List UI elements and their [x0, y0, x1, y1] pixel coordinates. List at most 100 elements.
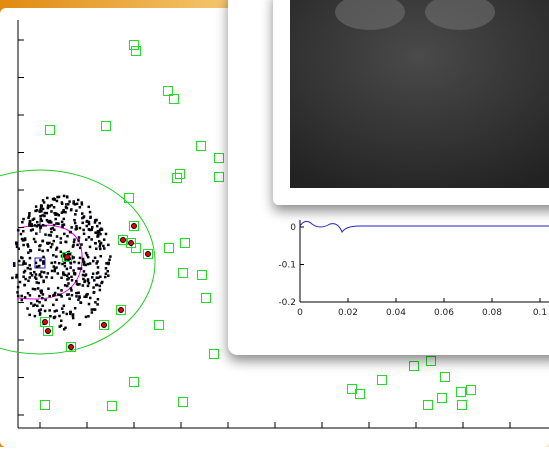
point	[63, 218, 65, 220]
point	[49, 295, 51, 297]
point	[64, 265, 66, 267]
point	[27, 308, 29, 310]
point	[96, 225, 98, 227]
point	[78, 262, 80, 264]
point	[23, 244, 25, 246]
point	[34, 225, 36, 227]
point	[32, 288, 34, 290]
point	[30, 303, 32, 305]
point	[71, 279, 73, 281]
point	[78, 240, 80, 242]
x-tick-label: 0.02	[338, 308, 358, 318]
point	[82, 213, 84, 215]
point	[96, 277, 98, 279]
point	[105, 233, 107, 235]
point	[29, 213, 31, 215]
point	[42, 297, 44, 299]
point	[69, 201, 71, 203]
point	[18, 229, 20, 231]
point	[81, 202, 83, 204]
point	[13, 263, 15, 265]
point	[53, 317, 55, 319]
point	[50, 315, 52, 317]
point	[99, 229, 101, 231]
point	[60, 320, 62, 322]
point	[38, 282, 40, 284]
point	[30, 268, 32, 270]
point	[94, 280, 96, 282]
point	[34, 288, 36, 290]
point	[97, 272, 99, 274]
point	[73, 241, 75, 243]
point	[56, 256, 58, 258]
point	[40, 207, 42, 209]
point	[70, 263, 72, 265]
point	[101, 229, 103, 231]
point	[46, 276, 48, 278]
point	[93, 291, 95, 293]
point	[78, 268, 80, 270]
point	[60, 238, 62, 240]
point	[96, 263, 98, 265]
point	[86, 220, 88, 222]
point	[84, 296, 86, 298]
point	[63, 274, 65, 276]
point	[29, 257, 31, 259]
point	[56, 299, 58, 301]
point	[85, 316, 87, 318]
point	[22, 257, 24, 259]
grayscale-image	[290, 0, 549, 188]
point	[61, 290, 63, 292]
point	[60, 242, 62, 244]
point	[87, 263, 89, 265]
point	[36, 233, 38, 235]
point	[69, 231, 71, 233]
point	[65, 241, 67, 243]
point	[29, 265, 31, 267]
point	[27, 267, 29, 269]
point	[81, 244, 83, 246]
point	[30, 230, 32, 232]
point	[35, 241, 37, 243]
point	[89, 246, 91, 248]
point	[95, 284, 97, 286]
point	[71, 276, 73, 278]
point	[29, 220, 31, 222]
red-point	[119, 308, 124, 313]
point	[79, 297, 81, 299]
point	[66, 268, 68, 270]
point	[43, 263, 45, 265]
point	[12, 277, 14, 279]
screenshot: 0-0.1-0.200.020.040.060.080.1	[0, 0, 549, 447]
point	[82, 222, 84, 224]
point	[39, 265, 41, 267]
point	[62, 263, 64, 265]
point	[82, 285, 84, 287]
point	[16, 274, 17, 276]
point	[74, 239, 76, 241]
point	[61, 202, 63, 204]
point	[69, 298, 71, 300]
point	[64, 285, 66, 287]
point	[62, 226, 64, 228]
point	[17, 292, 19, 294]
point	[67, 285, 69, 287]
point	[87, 256, 89, 258]
point	[49, 220, 51, 222]
point	[95, 302, 97, 304]
point	[100, 248, 102, 250]
point	[48, 234, 50, 236]
point	[101, 282, 103, 284]
point	[97, 304, 99, 306]
point	[43, 202, 45, 204]
point	[35, 274, 37, 276]
point	[61, 221, 63, 223]
point	[84, 280, 86, 282]
point	[16, 277, 18, 279]
point	[91, 277, 93, 279]
red-point	[43, 320, 48, 325]
point	[42, 200, 44, 202]
point	[87, 285, 89, 287]
point	[90, 216, 92, 218]
point	[41, 271, 43, 273]
